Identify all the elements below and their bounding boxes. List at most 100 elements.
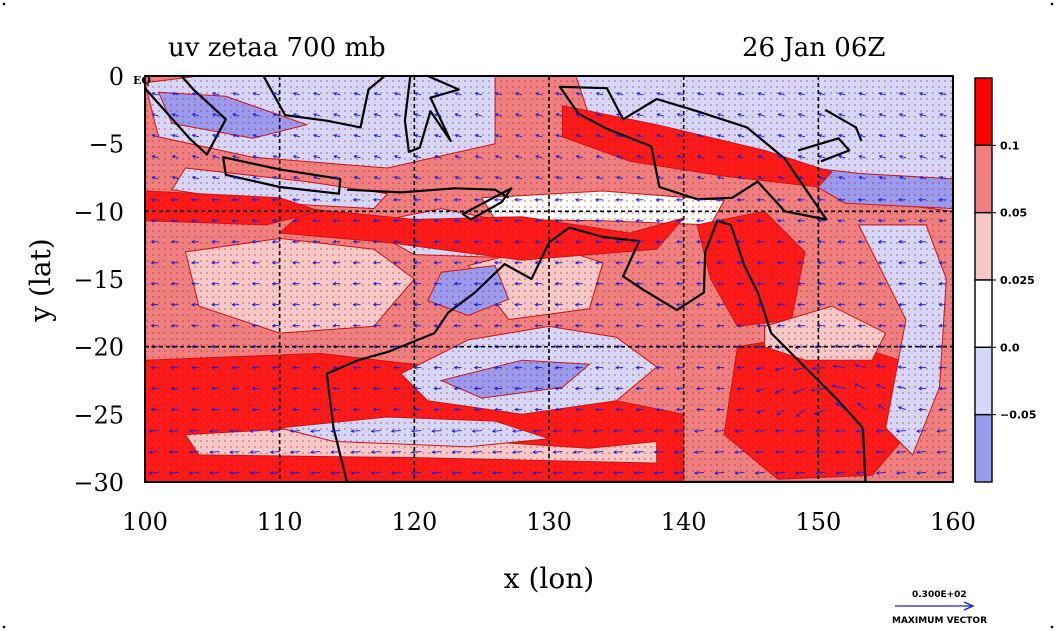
colorbar-swatch [974, 144, 993, 214]
wind-vector [675, 407, 684, 412]
wind-vector [756, 323, 765, 328]
wind-vector [514, 239, 523, 244]
wind-vector [372, 281, 381, 286]
wind-vector [372, 407, 381, 412]
wind-vector [817, 239, 826, 244]
map-title: uv zetaa 700 mb [168, 33, 386, 63]
wind-vector [150, 386, 159, 391]
wind-vector [636, 154, 644, 159]
wind-vector [757, 113, 765, 117]
wind-vector [776, 302, 785, 307]
wind-vector [229, 450, 240, 454]
wind-vector [330, 429, 341, 433]
wind-vector [615, 92, 624, 96]
wind-vector [776, 219, 785, 223]
wind-vector [757, 92, 765, 96]
wind-vector [635, 407, 644, 412]
wind-vector [676, 154, 684, 159]
wind-vector [150, 323, 159, 328]
wind-vector [433, 281, 442, 286]
colorbar-label: 0.1 [1000, 139, 1020, 152]
wind-vector [855, 429, 866, 433]
wind-vector [636, 92, 644, 96]
wind-vector [352, 239, 361, 244]
wind-vector [897, 302, 906, 307]
wind-vector [312, 175, 321, 180]
wind-vector [796, 302, 805, 307]
wind-vector [191, 113, 200, 117]
wind-vector [939, 113, 947, 117]
wind-vector [292, 175, 301, 180]
wind-vector [837, 281, 846, 286]
wind-vector [252, 154, 260, 159]
wind-vector [897, 406, 907, 411]
wind-vector [350, 429, 361, 433]
y-tick-label: −5 [89, 131, 124, 159]
wind-vector [190, 260, 199, 265]
wind-vector [534, 407, 543, 412]
wind-vector [532, 471, 543, 475]
wind-vector [572, 450, 583, 454]
wind-vector [535, 92, 543, 96]
wind-vector [810, 388, 826, 392]
wind-vector [938, 198, 947, 202]
wind-vector [291, 281, 300, 286]
wind-vector [552, 471, 563, 475]
wind-vector [231, 365, 240, 370]
wind-vector [291, 302, 300, 307]
wind-vector [473, 260, 482, 265]
wind-vector [696, 154, 705, 159]
wind-vector [756, 281, 765, 286]
wind-vector [392, 365, 401, 370]
wind-vector [792, 367, 805, 372]
wind-vector [188, 471, 199, 475]
wind-vector [493, 260, 502, 265]
wind-vector [655, 323, 664, 328]
wind-vector [594, 386, 603, 391]
wind-vector [675, 302, 684, 307]
wind-vector [635, 386, 644, 391]
wind-vector [877, 219, 886, 223]
wind-vector [574, 365, 583, 370]
wind-vector [171, 175, 179, 180]
wind-vectors [148, 92, 947, 475]
wind-vector [837, 219, 846, 223]
wind-vector [714, 471, 725, 475]
wind-vector [754, 471, 765, 475]
wind-vector [918, 260, 927, 265]
wind-vector [757, 175, 765, 180]
wind-vector [413, 219, 422, 223]
wind-vector [754, 450, 765, 454]
wind-vector [756, 302, 765, 307]
wind-vector [474, 113, 482, 117]
wind-vector [271, 260, 280, 265]
wind-vector [272, 92, 280, 96]
wind-vector [150, 281, 159, 286]
wind-vector [795, 409, 806, 418]
wind-vector [411, 471, 422, 475]
wind-vector [390, 429, 401, 433]
wind-vector [675, 281, 684, 286]
wind-vector [897, 281, 906, 286]
wind-vector [594, 365, 603, 370]
map-panel: EQ [133, 74, 954, 483]
wind-vector [693, 450, 704, 454]
wind-vector [370, 471, 381, 475]
wind-vector [471, 471, 482, 475]
wind-vector [734, 429, 745, 433]
wind-vector [835, 402, 846, 410]
wind-vector [350, 450, 361, 454]
wind-vector [514, 323, 523, 328]
wind-vector [796, 323, 805, 328]
wind-vector [877, 323, 886, 328]
wind-vector [916, 450, 927, 454]
wind-vector [534, 365, 543, 370]
wind-vector [534, 239, 543, 244]
wind-vector [493, 407, 502, 412]
wind-vector [574, 219, 583, 223]
wind-vector [835, 471, 846, 475]
wind-vector [575, 113, 583, 117]
wind-vector [433, 407, 442, 412]
x-tick-label: 140 [661, 508, 707, 536]
wind-vector [716, 260, 725, 265]
